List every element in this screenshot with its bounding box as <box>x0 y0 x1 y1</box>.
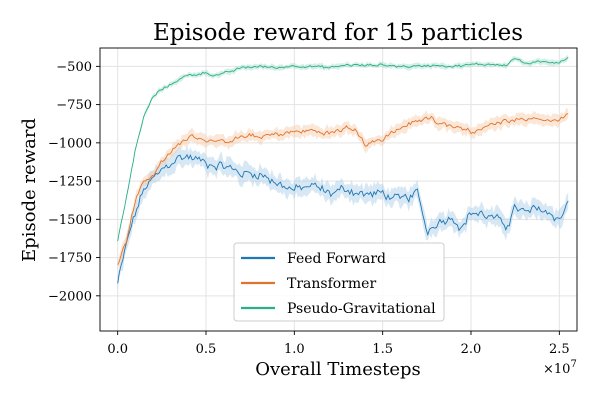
x-tick-label: 2.5 <box>549 342 570 357</box>
series-lines <box>117 56 569 284</box>
plot-frame <box>99 47 578 332</box>
legend: Feed Forward Transformer Pseudo-Gravitatio… <box>233 242 445 322</box>
x-axis-ticks: 0.0 0.5 1.0 1.5 2.0 2.5 <box>107 331 570 357</box>
chart-title: Episode reward for 15 particles <box>153 20 523 46</box>
x-tick-label: 1.0 <box>284 342 305 357</box>
x-tick-label: 0.5 <box>196 342 217 357</box>
y-tick-label: −2000 <box>48 289 92 304</box>
y-axis-ticks: −2000 −1750 −1500 −1250 −1000 −750 −500 <box>48 60 100 304</box>
x-tick-label: 2.0 <box>461 342 482 357</box>
series-line-1 <box>117 113 569 265</box>
y-tick-label: −750 <box>56 98 92 113</box>
legend-label-0: Feed Forward <box>287 251 386 267</box>
legend-label-1: Transformer <box>287 276 376 292</box>
x-axis-multiplier: ×107 <box>543 359 577 377</box>
y-tick-label: −1500 <box>48 213 92 228</box>
y-tick-label: −1000 <box>48 136 92 151</box>
y-axis-label: Episode reward <box>19 118 40 262</box>
series-line-0 <box>117 153 569 284</box>
x-axis-multiplier-exponent: 7 <box>570 359 576 370</box>
confidence-bands <box>117 55 569 291</box>
series-band-1 <box>117 107 569 270</box>
y-tick-label: −1750 <box>48 251 92 266</box>
y-tick-label: −500 <box>56 60 92 75</box>
x-axis-label: Overall Timesteps <box>255 359 421 380</box>
y-tick-label: −1250 <box>48 175 92 190</box>
x-tick-label: 1.5 <box>372 342 393 357</box>
series-line-2 <box>117 56 569 242</box>
legend-box <box>233 242 445 322</box>
legend-label-2: Pseudo-Gravitational <box>287 301 436 317</box>
x-axis-multiplier-base: ×10 <box>543 362 570 377</box>
x-tick-label: 0.0 <box>107 342 128 357</box>
series-band-0 <box>117 145 569 291</box>
